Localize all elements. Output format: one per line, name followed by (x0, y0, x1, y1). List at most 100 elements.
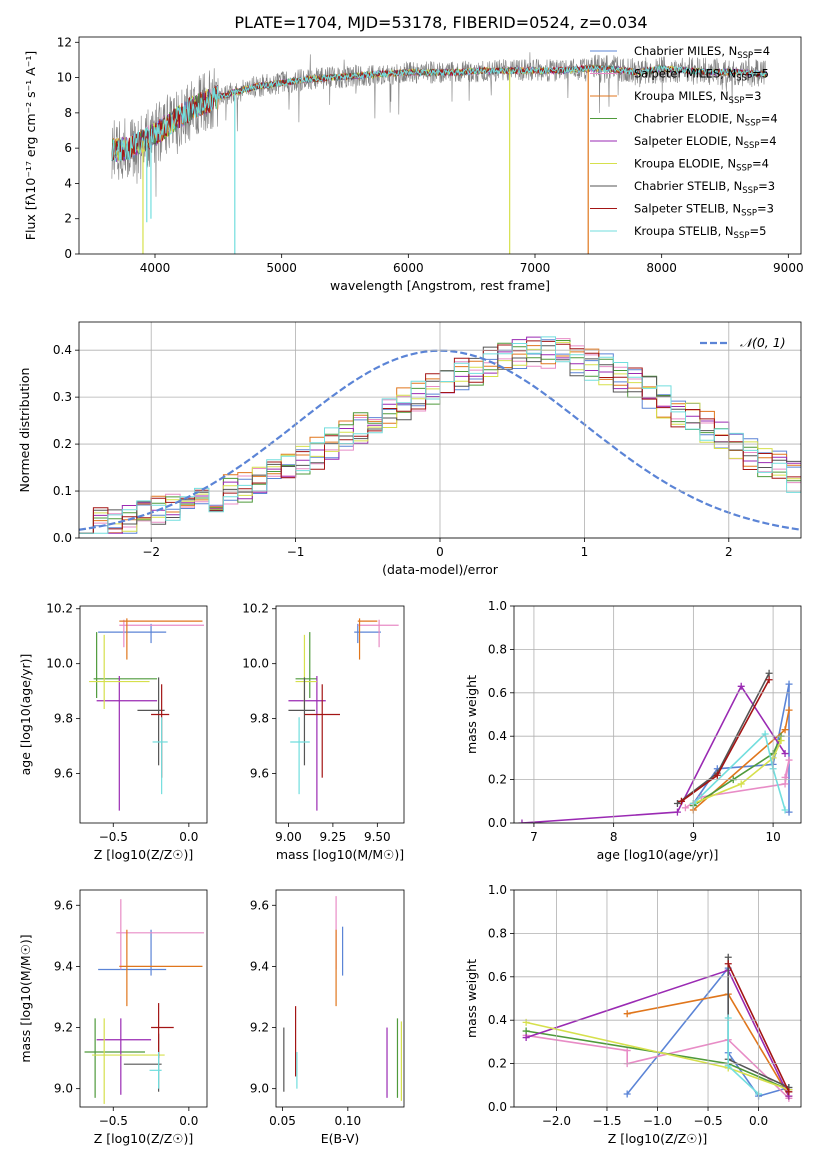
y-tick-label: 0.4 (53, 343, 72, 357)
x-tick-label: 0.0 (179, 830, 198, 844)
legend-text: Chabrier STELIB, N (634, 179, 742, 193)
y-tick-label: 1.0 (488, 883, 507, 897)
x-axis-label: wavelength [Angstrom, rest frame] (330, 278, 550, 293)
errorbar-salpeter-stelib (151, 684, 170, 778)
y-tick-label: 0.4 (488, 729, 507, 743)
plot-frame (79, 605, 208, 824)
series-marker (681, 804, 689, 812)
series-marker (724, 953, 732, 961)
series-kroupa-stelib (689, 730, 789, 814)
y-tick-label: 0.0 (53, 531, 72, 545)
plot-frame (513, 605, 802, 824)
y-tick-label: 0.6 (488, 970, 507, 984)
legend-subscript: SSP (736, 74, 752, 84)
series-marker (785, 680, 793, 688)
series-marker (724, 960, 732, 968)
y-axis-label: Flux [fλ10⁻¹⁷ erg cm⁻² s⁻¹ A⁻¹] (23, 51, 38, 240)
legend-text: Kroupa ELODIE, N (634, 157, 736, 171)
x-axis-label: Z [log10(Z/Z☉)] (608, 1131, 708, 1146)
y-tick-label: 10.2 (242, 602, 269, 616)
y-tick-label: 10.2 (46, 602, 73, 616)
x-axis-label: (data-model)/error (382, 562, 499, 577)
y-tick-label: 1.0 (488, 599, 507, 613)
x-axis-label: Z [log10(Z/Z☉)] (94, 847, 194, 862)
x-tick-label: 9000 (773, 261, 804, 275)
errorbar-kroupa-stelib (149, 1051, 162, 1089)
legend-entry: Salpeter MILES, NSSP=5 (634, 67, 769, 84)
errorbar-chabrier-miles (98, 623, 167, 644)
x-tick-label: 0 (436, 545, 444, 559)
x-tick-label: −1.0 (643, 1114, 672, 1128)
legend-subscript: SSP (741, 209, 757, 219)
legend-text: Chabrier MILES, N (634, 44, 737, 58)
x-tick-label: −0.5 (693, 1114, 722, 1128)
x-tick-label: 4000 (140, 261, 171, 275)
y-tick-label: 9.6 (54, 767, 73, 781)
panel-mass-vs-EBV: 0.05 0.10 9.0 9.2 9.4 9.6 E(B-V) (250, 889, 405, 1146)
y-tick-label: 9.2 (250, 1021, 269, 1035)
y-tick-label: 8 (64, 106, 72, 120)
series-marker (777, 737, 785, 745)
series-line (521, 684, 786, 823)
x-tick-label: 9 (690, 830, 698, 844)
errorbar-chabrier-stelib (137, 677, 165, 766)
legend-tail: =3 (744, 89, 761, 103)
errorbar-chabrier-miles (354, 623, 381, 644)
y-tick-label: 9.6 (250, 767, 269, 781)
x-tick-label: 0.10 (334, 1114, 361, 1128)
y-tick-label: 6 (64, 141, 72, 155)
errorbar-chabrier-stelib (123, 1033, 162, 1092)
series-marker (677, 797, 685, 805)
series-marker (781, 750, 789, 758)
x-tick-label: 0.05 (269, 1114, 296, 1128)
series-marker (765, 669, 773, 677)
series-line (693, 740, 782, 805)
series-marker (737, 780, 745, 788)
legend-text: Chabrier ELODIE, N (634, 112, 745, 126)
errorbar-kroupa-elodie (92, 1018, 165, 1104)
series-marker (522, 1034, 530, 1042)
series-marker (765, 676, 773, 684)
errorbar-chabrier-elodie (295, 632, 317, 699)
panel-mass-weight-vs-Z: −2.0 −1.5 −1.0 −0.5 0.0 0.0 0.2 0.4 0.6 0.8 1.0 Z [… (464, 883, 802, 1146)
errorbar-kroupa-stelib (290, 717, 310, 795)
series-marker (623, 1047, 631, 1055)
x-tick-label: −2.0 (542, 1114, 571, 1128)
figure-title: PLATE=1704, MJD=53178, FIBERID=0524, z=0… (234, 13, 647, 32)
legend-text: Salpeter ELODIE, N (634, 134, 744, 148)
y-tick-label: 0 (64, 247, 72, 261)
errorbar-kroupa-stelib (152, 717, 168, 795)
legend-tail: =4 (760, 134, 777, 148)
series-marker (522, 1027, 530, 1035)
x-tick-label: 1 (581, 545, 589, 559)
series-marker (781, 726, 789, 734)
x-tick-label: 7 (530, 830, 538, 844)
y-tick-label: 0.2 (488, 773, 507, 787)
x-tick-label: 8 (610, 830, 618, 844)
series-marker (673, 799, 681, 807)
y-tick-label: 9.4 (250, 959, 269, 973)
y-tick-label: 0.0 (488, 1100, 507, 1114)
errorbar-kroupa-miles (357, 618, 378, 660)
plot-area (283, 896, 402, 1101)
panel-age-vs-mass: 9.00 9.25 9.50 9.6 9.8 10.0 10.2 mass [log10(M/… (242, 602, 405, 862)
legend-entry: Kroupa STELIB, NSSP=5 (634, 224, 766, 241)
errorbar-salpeter-elodie (96, 676, 158, 811)
legend-tail: =3 (757, 202, 774, 216)
y-tick-label: 9.0 (54, 1082, 73, 1096)
panel-residual-histogram: −2 −1 0 1 2 0.0 0.1 0.2 0.3 0.4 (data-model)/error… (17, 321, 802, 577)
series-line (692, 735, 782, 807)
panel-mass-vs-Z: −0.5 0.0 9.0 9.2 9.4 9.6 Z [log10(Z/Z☉)] mass [… (18, 889, 208, 1146)
x-tick-label: −2 (142, 545, 160, 559)
y-axis-label: mass weight (464, 675, 479, 754)
series-marker (785, 1088, 793, 1096)
errorbar-kroupa-elodie (295, 634, 317, 710)
x-axis-label: mass [log10(M/M☉)] (276, 847, 404, 862)
legend-tail: =5 (749, 224, 766, 238)
x-axis-label: E(B-V) (321, 1131, 360, 1146)
x-tick-label: −0.5 (99, 830, 128, 844)
y-tick-label: 10.0 (242, 657, 269, 671)
series-marker (785, 706, 793, 714)
errorbar-salpeter-miles (357, 619, 399, 648)
legend-tail: =4 (753, 44, 770, 58)
